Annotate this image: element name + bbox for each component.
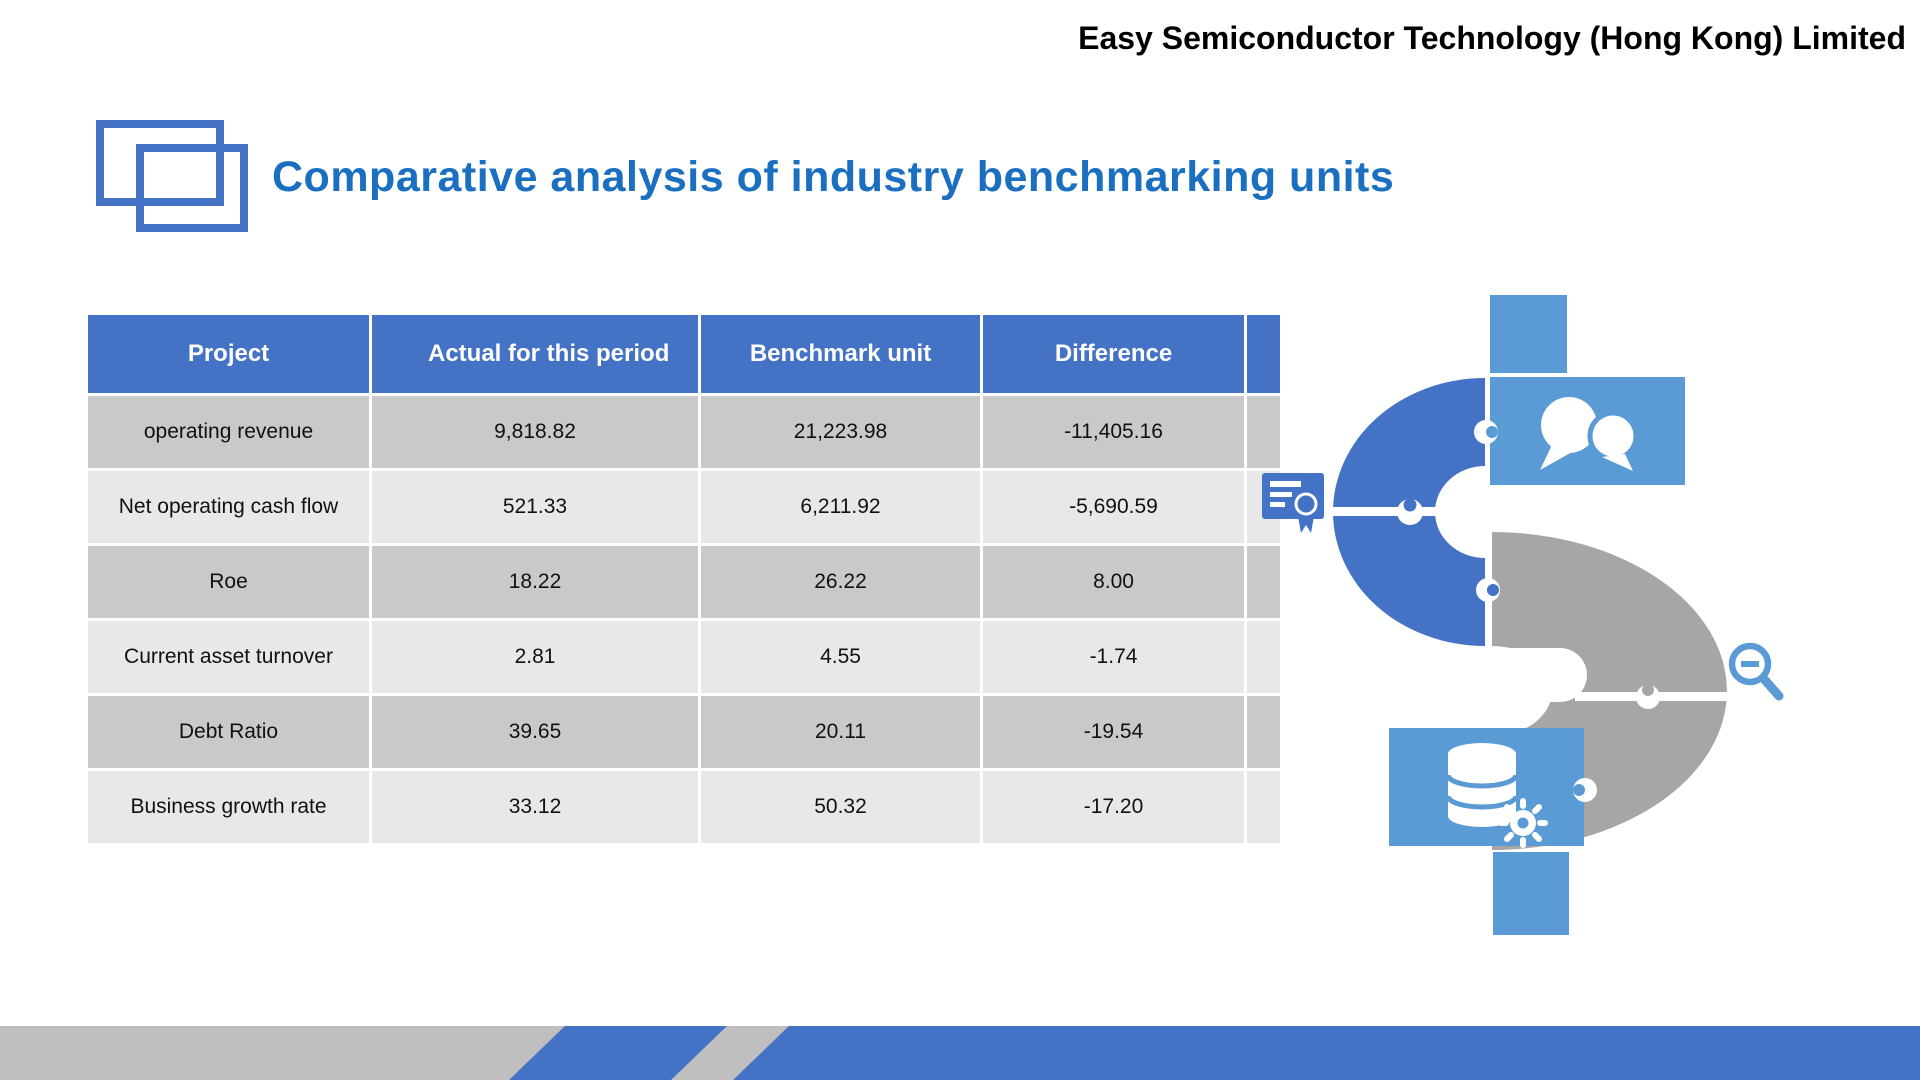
table-row: Net operating cash flow 521.33 6,211.92 … xyxy=(88,471,1280,543)
database-gear-icon xyxy=(1445,743,1548,848)
cell-difference: -5,690.59 xyxy=(983,471,1244,543)
cell-difference: -1.74 xyxy=(983,621,1244,693)
cell-project: Roe xyxy=(88,546,369,618)
table-row: operating revenue 9,818.82 21,223.98 -11… xyxy=(88,396,1280,468)
cell-benchmark: 4.55 xyxy=(701,621,980,693)
cell-project: Debt Ratio xyxy=(88,696,369,768)
cell-difference: -17.20 xyxy=(983,771,1244,843)
cell-difference: -19.54 xyxy=(983,696,1244,768)
cell-spacer xyxy=(1247,621,1280,693)
col-header-difference: Difference xyxy=(983,315,1244,393)
footer-gray-slash xyxy=(671,1026,789,1080)
cell-spacer xyxy=(1247,396,1280,468)
col-header-project: Project xyxy=(88,315,369,393)
cell-spacer xyxy=(1247,696,1280,768)
cell-difference: -11,405.16 xyxy=(983,396,1244,468)
page-title: Comparative analysis of industry benchma… xyxy=(272,153,1395,201)
zoom-out-icon xyxy=(1728,642,1784,701)
footer-band xyxy=(0,1026,1920,1080)
cell-difference: 8.00 xyxy=(983,546,1244,618)
cell-project: Net operating cash flow xyxy=(88,471,369,543)
cell-actual: 18.22 xyxy=(372,546,698,618)
cell-project: operating revenue xyxy=(88,396,369,468)
table-row: Debt Ratio 39.65 20.11 -19.54 xyxy=(88,696,1280,768)
cell-project: Business growth rate xyxy=(88,771,369,843)
cell-benchmark: 26.22 xyxy=(701,546,980,618)
footer-blue-bar xyxy=(509,1026,1920,1080)
cell-actual: 39.65 xyxy=(372,696,698,768)
s-middle-gap xyxy=(1330,648,1587,702)
dollar-puzzle-graphic xyxy=(1262,295,1784,935)
certificate-icon xyxy=(1262,473,1324,533)
company-name: Easy Semiconductor Technology (Hong Kong… xyxy=(1078,20,1906,56)
benchmark-table: Project Actual for this period Benchmark… xyxy=(85,312,1283,846)
chat-bubbles-icon xyxy=(1540,397,1639,471)
cell-project: Current asset turnover xyxy=(88,621,369,693)
cell-actual: 33.12 xyxy=(372,771,698,843)
cell-benchmark: 20.11 xyxy=(701,696,980,768)
table-row: Roe 18.22 26.22 8.00 xyxy=(88,546,1280,618)
cell-actual: 9,818.82 xyxy=(372,396,698,468)
cell-benchmark: 21,223.98 xyxy=(701,396,980,468)
table-row: Current asset turnover 2.81 4.55 -1.74 xyxy=(88,621,1280,693)
table-row: Business growth rate 33.12 50.32 -17.20 xyxy=(88,771,1280,843)
cell-actual: 2.81 xyxy=(372,621,698,693)
dollar-top-bar xyxy=(1490,295,1567,373)
col-header-benchmark: Benchmark unit xyxy=(701,315,980,393)
cell-benchmark: 50.32 xyxy=(701,771,980,843)
cell-spacer xyxy=(1247,546,1280,618)
overlapping-rectangles-icon xyxy=(96,120,248,232)
cell-actual: 521.33 xyxy=(372,471,698,543)
col-header-spacer xyxy=(1247,315,1280,393)
cell-spacer xyxy=(1247,771,1280,843)
table-header-row: Project Actual for this period Benchmark… xyxy=(88,315,1280,393)
col-header-actual: Actual for this period xyxy=(372,315,698,393)
cell-benchmark: 6,211.92 xyxy=(701,471,980,543)
dollar-bottom-bar xyxy=(1493,852,1569,935)
